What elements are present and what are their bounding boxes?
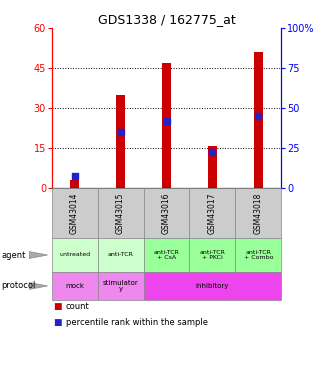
Text: anti-TCR: anti-TCR	[108, 252, 134, 258]
Text: agent: agent	[2, 251, 26, 260]
Point	[210, 148, 215, 154]
Point	[164, 118, 169, 124]
Text: GSM43017: GSM43017	[208, 192, 217, 234]
Polygon shape	[29, 282, 48, 290]
Text: protocol: protocol	[2, 281, 36, 290]
Point	[256, 113, 261, 119]
Point	[72, 172, 77, 178]
Text: GDS1338 / 162775_at: GDS1338 / 162775_at	[98, 13, 235, 26]
Point	[118, 129, 123, 135]
Polygon shape	[29, 252, 48, 258]
Bar	[71, 180, 79, 188]
Bar	[208, 146, 216, 188]
Text: count: count	[66, 302, 90, 311]
Text: GSM43018: GSM43018	[254, 192, 263, 234]
Text: percentile rank within the sample: percentile rank within the sample	[66, 318, 208, 327]
Text: mock: mock	[65, 283, 84, 289]
Bar	[163, 63, 170, 188]
Text: inhibitory: inhibitory	[196, 283, 229, 289]
Text: ■: ■	[53, 318, 62, 327]
Text: stimulator
y: stimulator y	[103, 280, 139, 292]
Text: anti-TCR
+ Combo: anti-TCR + Combo	[244, 250, 273, 260]
Text: anti-TCR
+ PKCi: anti-TCR + PKCi	[199, 250, 225, 260]
Text: untreated: untreated	[59, 252, 90, 258]
Text: GSM43014: GSM43014	[70, 192, 79, 234]
Text: GSM43016: GSM43016	[162, 192, 171, 234]
Bar	[254, 52, 262, 188]
Text: anti-TCR
+ CsA: anti-TCR + CsA	[154, 250, 179, 260]
Text: GSM43015: GSM43015	[116, 192, 125, 234]
Bar	[117, 94, 125, 188]
Text: ■: ■	[53, 302, 62, 311]
